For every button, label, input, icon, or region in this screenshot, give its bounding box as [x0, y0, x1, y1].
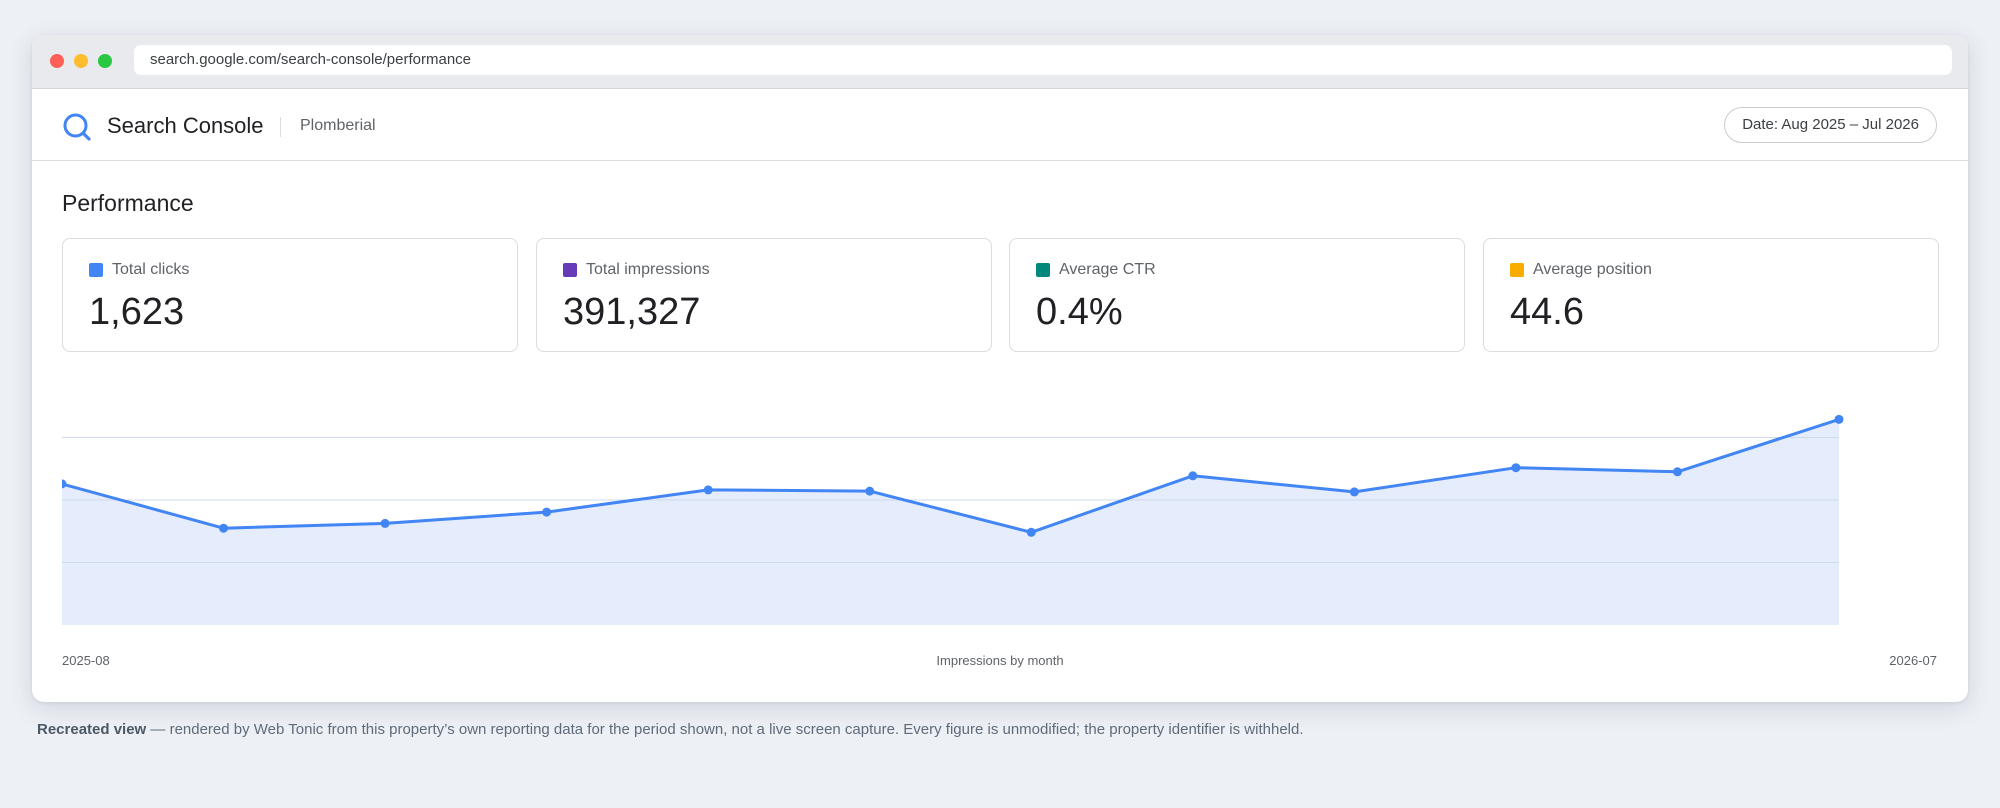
chart-data-point	[703, 485, 713, 495]
footnote: Recreated view — rendered by Web Tonic f…	[37, 720, 1304, 740]
metric-label: Total clicks	[112, 261, 190, 278]
footnote-text: — rendered by Web Tonic from this proper…	[146, 721, 1304, 738]
page-title: Performance	[62, 190, 194, 216]
metric-card-total-clicks[interactable]: Total clicks 1,623	[62, 238, 518, 352]
close-window-button[interactable]	[50, 54, 64, 68]
metric-card-total-impressions[interactable]: Total impressions 391,327	[536, 238, 992, 352]
title-divider	[280, 117, 281, 137]
metric-value: 0.4%	[1036, 291, 1123, 333]
metric-label: Average position	[1533, 261, 1652, 278]
chart-data-point	[380, 518, 390, 528]
chart-data-point	[1511, 463, 1521, 473]
x-tick-label-start: 2025-08	[62, 653, 110, 668]
maximize-window-button[interactable]	[98, 54, 112, 68]
chart-data-point	[1349, 487, 1359, 497]
footnote-label: Recreated view	[37, 721, 147, 738]
minimize-window-button[interactable]	[74, 54, 88, 68]
chart-data-point	[542, 507, 552, 517]
metric-value: 44.6	[1510, 291, 1584, 333]
clicks-swatch	[89, 263, 103, 277]
chart-title: Impressions by month	[936, 653, 1064, 668]
chart-data-point	[62, 479, 67, 489]
date-range-button[interactable]: Date: Aug 2025 – Jul 2026	[1724, 107, 1937, 143]
property-name[interactable]: Plomberial	[300, 117, 376, 134]
chart-data-point	[1188, 471, 1198, 481]
chart-series-line	[62, 417, 1840, 534]
metric-card-average-ctr[interactable]: Average CTR 0.4%	[1009, 238, 1465, 352]
ctr-swatch	[1036, 263, 1050, 277]
x-tick-label-end: 2026-07	[1889, 653, 1937, 668]
search-icon	[63, 113, 91, 141]
app-header: Search Console Plomberial Date: Aug 2025…	[32, 89, 1968, 161]
address-bar[interactable]: search.google.com/search-console/perform…	[134, 45, 1952, 75]
chart-data-point	[865, 486, 875, 496]
impressions-swatch	[563, 263, 577, 277]
impressions-chart	[62, 414, 1844, 625]
app-title[interactable]: Search Console	[107, 113, 264, 138]
browser-window: search.google.com/search-console/perform…	[32, 35, 1968, 702]
metric-value: 1,623	[89, 291, 185, 333]
metric-label: Average CTR	[1059, 261, 1156, 278]
metric-card-average-position[interactable]: Average position 44.6	[1483, 238, 1939, 352]
chart-data-point	[1672, 467, 1682, 477]
position-swatch	[1510, 263, 1524, 277]
browser-chrome: search.google.com/search-console/perform…	[32, 35, 1968, 89]
metric-label: Total impressions	[586, 261, 710, 278]
metric-value: 391,327	[563, 291, 701, 333]
chart-area-fill	[62, 419, 1839, 625]
chart-data-point	[1834, 414, 1844, 424]
chart-data-point	[219, 523, 229, 533]
chart-data-point	[1026, 527, 1036, 537]
